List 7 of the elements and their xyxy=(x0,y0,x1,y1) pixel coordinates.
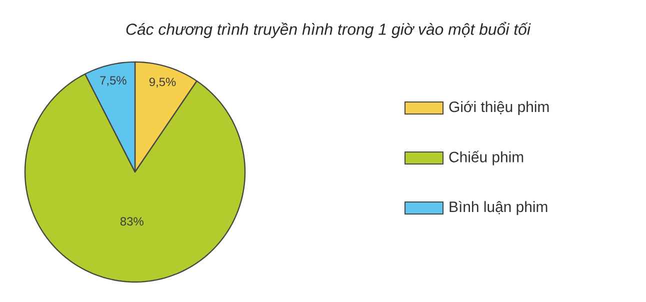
legend-label: Chiếu phim xyxy=(449,150,524,166)
chart-title: Các chương trình truyền hình trong 1 giờ vào một buổi tối xyxy=(126,22,531,38)
legend-label: Bình luận phim xyxy=(450,200,548,216)
data-label: 7,5% xyxy=(100,76,126,86)
legend-label: Giới thiệu phim xyxy=(449,100,549,116)
data-label: 9,5% xyxy=(149,78,176,88)
data-label: 83% xyxy=(120,217,144,226)
